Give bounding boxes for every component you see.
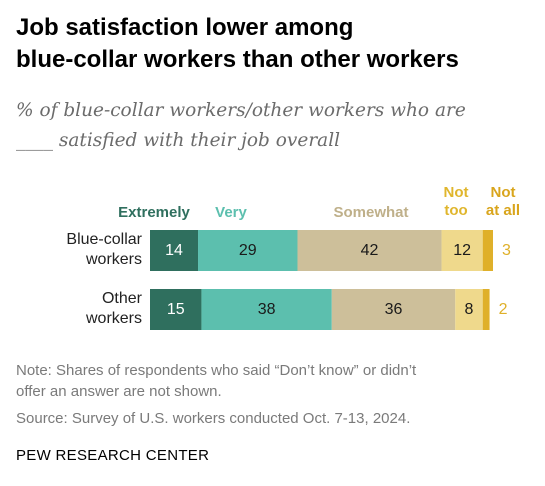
title-line-1: Job satisfaction lower among [16,14,354,41]
row-label-blue-collar-line-2: workers [85,251,142,268]
bar-other-not-too [455,289,483,330]
legend-not-at-all-line-1: Not [490,184,516,201]
title-line-2: blue-collar workers than other workers [16,46,459,73]
note-line-1: Note: Shares of respondents who said “Do… [16,362,417,379]
chart-title: Job satisfaction lower among blue-collar… [16,12,536,76]
value-label-other-somewhat: 36 [385,301,403,318]
subtitle-line-2: ____ satisfied with their job overall [16,130,341,151]
legend-somewhat: Somewhat [333,204,409,221]
legend-not-at-all: Not at all [478,184,528,220]
legend-not-too-line-2: too [444,202,468,219]
row-label-other-line-2: workers [85,310,142,327]
note-line-2: offer an answer are not shown. [16,383,222,400]
bar-blue-collar-not-too [441,230,483,271]
bar-blue-collar-not-at-all [482,230,493,271]
value-label-other-not-at-all: 2 [499,301,508,318]
bar-blue-collar-somewhat [297,230,442,271]
bar-other-very [201,289,332,330]
value-label-blue-collar-very: 29 [239,242,257,259]
row-label-other-line-1: Other [101,290,142,307]
source: Source: Survey of U.S. workers conducted… [16,410,411,427]
legend-not-too-line-1: Not [443,184,469,201]
value-label-other-very: 38 [258,301,276,318]
value-label-other-not-too: 8 [465,301,474,318]
value-label-blue-collar-not-at-all: 3 [502,242,511,259]
row-label-blue-collar: Blue-collar workers [4,230,142,270]
legend-extremely: Extremely [118,204,190,221]
row-label-other: Other workers [4,289,142,329]
row-label-blue-collar-line-1: Blue-collar [66,231,142,248]
value-label-blue-collar-extremely: 14 [165,242,183,259]
bar-blue-collar-very [198,230,298,271]
bar-other-extremely [150,289,202,330]
bar-other-not-at-all [482,289,490,330]
chart-subtitle: % of blue-collar workers/other workers w… [16,96,536,156]
organization-name: PEW RESEARCH CENTER [16,447,210,464]
legend-not-too: Not too [436,184,476,220]
subtitle-line-1: % of blue-collar workers/other workers w… [16,100,466,121]
value-label-blue-collar-somewhat: 42 [361,242,379,259]
legend-very: Very [215,204,247,221]
value-label-blue-collar-not-too: 12 [453,242,471,259]
legend-not-at-all-line-2: at all [485,202,521,219]
note: Note: Shares of respondents who said “Do… [16,360,536,402]
value-label-other-extremely: 15 [167,301,185,318]
bar-blue-collar-extremely [150,230,199,271]
bar-other-somewhat [331,289,456,330]
